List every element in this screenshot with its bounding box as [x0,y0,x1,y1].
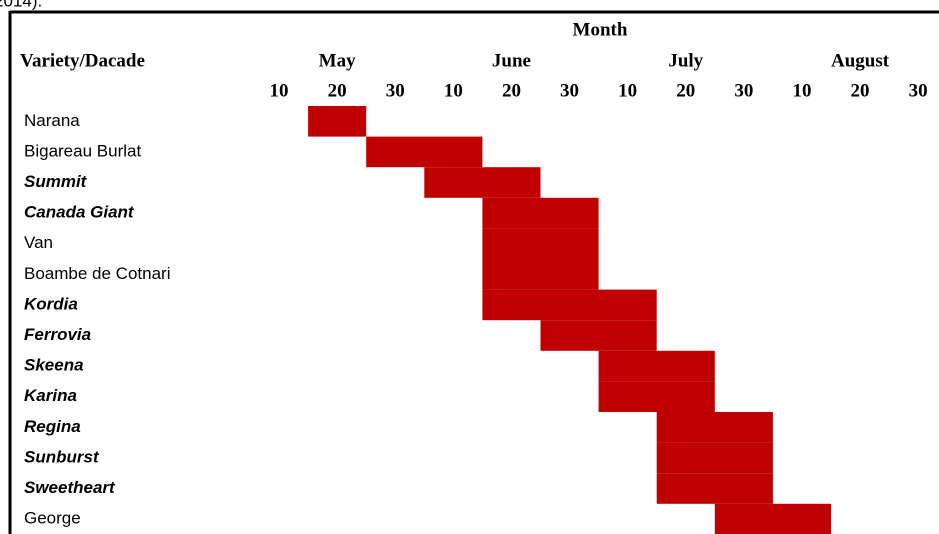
ripening-bar [482,289,657,321]
variety-name: Karina [24,386,77,405]
ripening-bar [540,320,657,351]
variety-name: Bigareau Burlat [24,141,141,160]
decade-label: 20 [502,80,521,101]
ripening-bar [656,412,773,443]
ripening-bar [482,259,599,290]
ripening-bar [656,442,773,474]
ripening-bar [598,381,715,412]
variety-name: Sweetheart [24,478,116,497]
ripening-bar [482,228,599,259]
month-header: Month [573,19,628,40]
variety-name: Regina [24,417,81,436]
variety-header: Variety/Dacade [20,50,145,71]
variety-name: Van [24,233,53,252]
variety-name: Sunburst [24,447,100,466]
decade-label: 30 [734,80,753,101]
decade-label: 10 [618,80,637,101]
decade-label: 10 [270,80,289,101]
ripening-bar [482,197,599,229]
month-label: May [319,50,356,71]
decade-label: 30 [386,80,405,101]
decade-label: 20 [676,80,695,101]
variety-name: Canada Giant [24,203,135,222]
variety-name: Ferrovia [24,325,91,344]
variety-name: George [24,509,81,528]
variety-name: Boambe de Cotnari [24,264,170,283]
decade-label: 30 [909,80,928,101]
month-label: August [831,50,890,71]
decade-label: 10 [792,80,811,101]
variety-name: Summit [24,172,88,191]
ripening-bar [598,350,715,382]
decade-label: 10 [444,80,463,101]
month-label: June [492,50,531,71]
ripening-bar [714,503,831,534]
ripening-bar [424,167,541,198]
decade-label: 20 [851,80,870,101]
decade-label: 20 [328,80,347,101]
variety-name: Kordia [24,294,78,313]
caption: 2014). [0,0,42,10]
variety-name: Narana [24,111,80,130]
decade-label: 30 [560,80,579,101]
ripening-bar [656,473,773,504]
month-label: July [668,50,703,71]
variety-name: Skeena [24,356,84,375]
ripening-bar [366,136,483,168]
ripening-bar [308,106,367,137]
